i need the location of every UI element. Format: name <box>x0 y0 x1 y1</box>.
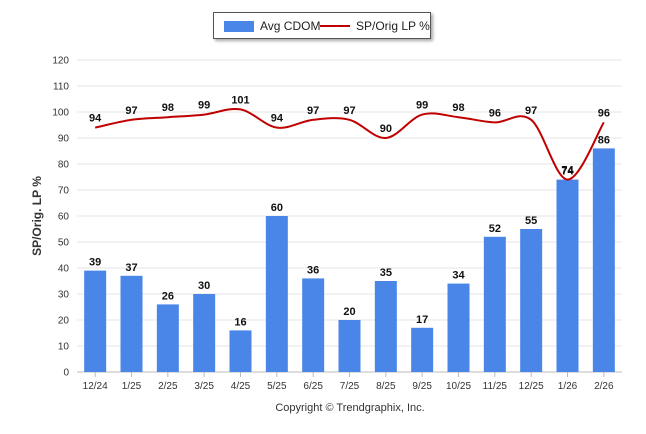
bar-12/24 <box>84 271 106 372</box>
y-tick-label: 30 <box>58 290 70 301</box>
bar-data-label: 26 <box>162 290 174 302</box>
legend-item-line[interactable]: SP/Orig LP % <box>320 19 430 33</box>
x-tick-label: 10/25 <box>446 381 471 392</box>
x-tick-label: 1/25 <box>122 381 142 392</box>
x-tick-label: 9/25 <box>412 381 432 392</box>
bar-11/25 <box>484 237 506 372</box>
line-data-label: 94 <box>89 113 102 125</box>
bar-data-label: 86 <box>598 134 610 146</box>
x-tick-label: 4/25 <box>231 381 251 392</box>
bar-data-label: 16 <box>234 316 246 328</box>
y-tick-label: 50 <box>58 238 70 249</box>
bar-data-label: 55 <box>525 215 537 227</box>
line-data-label: 99 <box>198 100 210 112</box>
x-tick-label: 1/26 <box>558 381 578 392</box>
bar-data-label: 20 <box>343 306 355 318</box>
x-tick-label: 11/25 <box>483 381 508 392</box>
legend-label-sp: SP/Orig LP % <box>356 19 430 33</box>
y-tick-label: 20 <box>58 316 70 327</box>
x-tick-label: 7/25 <box>340 381 360 392</box>
line-data-label: 97 <box>343 105 355 117</box>
y-tick-label: 40 <box>58 264 70 275</box>
bar-6/25 <box>302 278 324 372</box>
line-data-label: 97 <box>525 105 537 117</box>
line-data-label: 90 <box>380 123 392 135</box>
line-data-label: 74 <box>561 165 574 177</box>
x-tick-label: 12/25 <box>519 381 544 392</box>
bar-data-label: 30 <box>198 280 210 292</box>
bar-9/25 <box>411 328 433 372</box>
legend: Avg CDOM SP/Orig LP % <box>213 12 431 39</box>
bar-3/25 <box>193 294 215 372</box>
line-data-label: 96 <box>598 107 610 119</box>
x-tick-label: 8/25 <box>376 381 396 392</box>
sp-orig-line <box>95 109 604 180</box>
legend-bar-swatch <box>224 21 254 32</box>
bar-8/25 <box>375 281 397 372</box>
x-tick-label: 2/25 <box>158 381 178 392</box>
y-tick-label: 90 <box>58 134 70 145</box>
x-tick-label: 3/25 <box>194 381 214 392</box>
y-tick-label: 110 <box>53 82 69 93</box>
bar-data-label: 36 <box>307 264 319 276</box>
line-data-label: 98 <box>452 102 464 114</box>
y-tick-label: 100 <box>52 108 69 119</box>
bar-2/26 <box>593 148 615 372</box>
legend-label-cdom: Avg CDOM <box>260 19 320 33</box>
bar-data-label: 35 <box>380 267 392 279</box>
line-data-label: 96 <box>489 107 501 119</box>
bar-1/26 <box>557 180 579 372</box>
bar-2/25 <box>157 304 179 372</box>
line-data-label: 101 <box>231 94 249 106</box>
bar-data-label: 37 <box>125 262 137 274</box>
x-tick-label: 6/25 <box>303 381 323 392</box>
y-tick-label: 120 <box>52 56 69 67</box>
bar-12/25 <box>520 229 542 372</box>
legend-item-bars[interactable]: Avg CDOM <box>224 19 320 33</box>
bar-data-label: 60 <box>271 202 283 214</box>
bar-data-label: 34 <box>452 270 465 282</box>
bar-1/25 <box>121 276 143 372</box>
bar-data-label: 52 <box>489 223 501 235</box>
x-tick-label: 5/25 <box>267 381 287 392</box>
line-data-label: 97 <box>307 105 319 117</box>
x-tick-label: 12/24 <box>83 381 108 392</box>
y-tick-label: 80 <box>58 160 70 171</box>
copyright-text: Copyright © Trendgraphix, Inc. <box>0 402 646 414</box>
bar-5/25 <box>266 216 288 372</box>
y-axis-title: SP/Orig. LP % <box>30 176 44 256</box>
x-tick-label: 2/26 <box>594 381 614 392</box>
y-tick-label: 10 <box>58 342 70 353</box>
line-data-label: 94 <box>271 113 284 125</box>
line-data-label: 98 <box>162 102 174 114</box>
y-tick-label: 60 <box>58 212 70 223</box>
bar-7/25 <box>339 320 361 372</box>
line-data-label: 99 <box>416 100 428 112</box>
chart: 0 10 20 30 40 50 60 70 80 90 100 110 120 SP/Orig. LP … <box>0 0 646 434</box>
bar-10/25 <box>448 284 470 372</box>
bar-4/25 <box>230 330 252 372</box>
bar-data-label: 39 <box>89 257 101 269</box>
y-tick-label: 0 <box>63 368 69 379</box>
legend-line-swatch <box>320 25 350 27</box>
bar-data-label: 17 <box>416 314 428 326</box>
y-tick-label: 70 <box>58 186 70 197</box>
line-data-label: 97 <box>125 105 137 117</box>
